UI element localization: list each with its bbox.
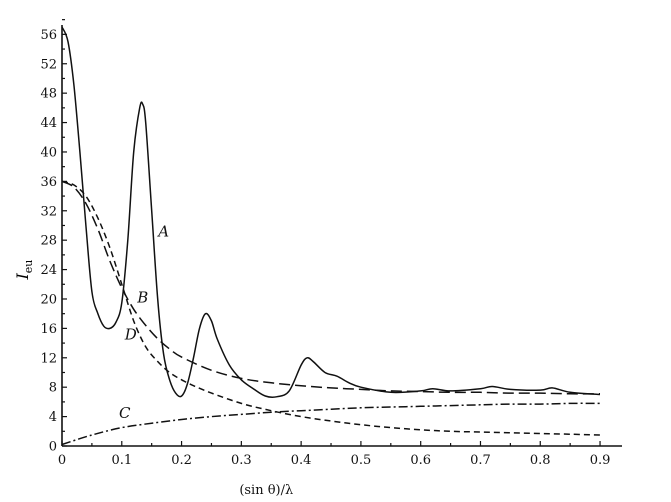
x-tick-label: 0.6 xyxy=(410,453,431,468)
x-tick-label: 0.5 xyxy=(351,453,372,468)
x-tick-label: 0.3 xyxy=(231,453,252,468)
x-tick-label: 0.4 xyxy=(291,453,312,468)
series-b-line xyxy=(61,180,601,395)
x-tick-label: 0.8 xyxy=(530,453,551,468)
y-tick-label: 0 xyxy=(49,440,57,455)
series-c-line xyxy=(61,402,601,446)
curve-label-d: D xyxy=(124,325,137,343)
y-tick-label: 8 xyxy=(49,381,57,396)
y-tick-label: 36 xyxy=(40,175,57,190)
series-a-line xyxy=(61,26,601,398)
y-tick-label: 4 xyxy=(49,410,57,425)
y-tick-label: 12 xyxy=(40,351,57,366)
x-tick-label: 0.9 xyxy=(590,453,611,468)
curve-label-c: C xyxy=(119,404,131,422)
y-tick-label: 20 xyxy=(40,292,57,307)
y-tick-label: 44 xyxy=(40,116,57,131)
x-axis-label: (sin θ)/λ xyxy=(239,483,293,498)
y-tick-label: 16 xyxy=(40,322,57,337)
y-tick-label: 40 xyxy=(40,145,57,160)
x-tick-label: 0 xyxy=(58,453,66,468)
y-tick-label: 56 xyxy=(40,28,57,43)
x-tick-label: 0.1 xyxy=(111,453,132,468)
y-tick-label: 28 xyxy=(40,234,57,249)
curve-label-a: A xyxy=(156,223,169,241)
x-tick-label: 0.7 xyxy=(470,453,491,468)
y-tick-label: 52 xyxy=(40,57,57,72)
y-tick-label: 48 xyxy=(40,87,57,102)
curve-label-b: B xyxy=(136,289,148,307)
y-axis-label: Ieu xyxy=(13,260,35,281)
y-axis-label-main: I xyxy=(13,273,32,281)
y-tick-label: 24 xyxy=(40,263,57,278)
y-tick-label: 32 xyxy=(40,204,57,219)
series-d-line xyxy=(61,180,601,436)
y-axis-label-subscript: eu xyxy=(22,260,35,274)
x-tick-label: 0.2 xyxy=(171,453,192,468)
